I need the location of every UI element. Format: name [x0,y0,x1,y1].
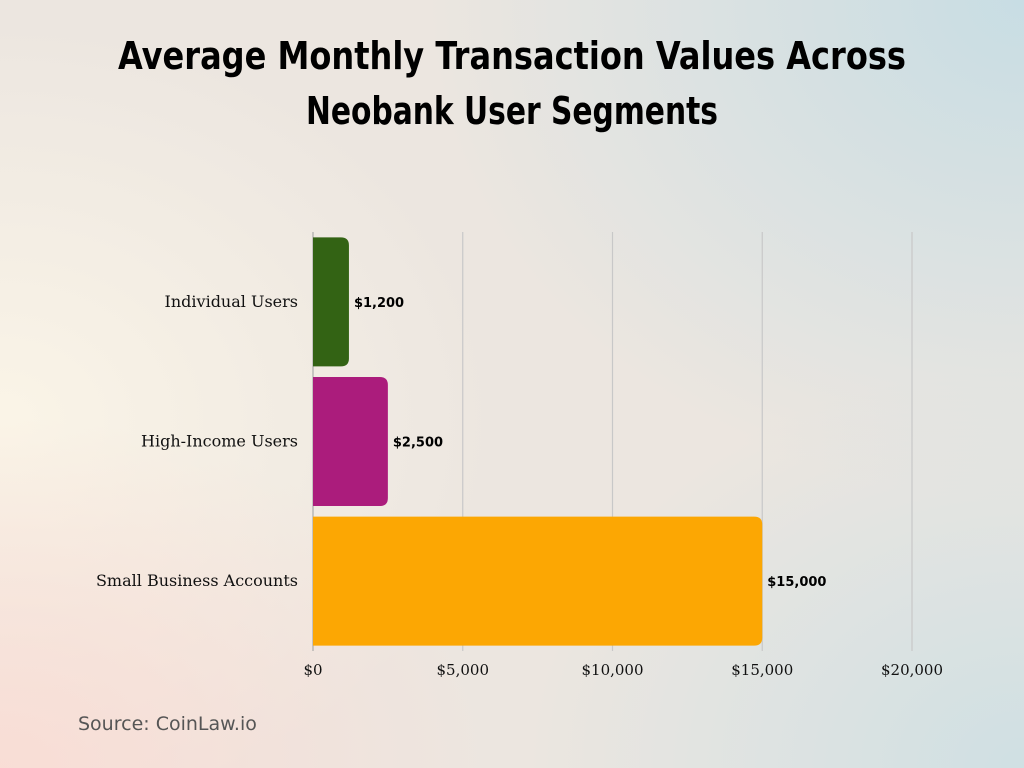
category-label: Individual Users [165,292,298,311]
data-label: $1,200 [354,296,404,311]
data-label: $15,000 [767,575,826,590]
chart-title-line-1: Average Monthly Transaction Values Acros… [118,34,906,78]
x-tick-label: $10,000 [581,661,643,679]
chart-title-line-2: Neobank User Segments [306,89,718,133]
data-label: $2,500 [393,436,443,451]
x-tick-label: $0 [303,661,322,679]
category-label: High-Income Users [141,432,298,451]
bar [313,237,349,367]
bar [313,377,388,506]
x-tick-label: $20,000 [881,661,943,679]
x-tick-label: $5,000 [437,661,490,679]
source-note: Source: CoinLaw.io [78,713,257,735]
x-tick-label: $15,000 [731,661,793,679]
bar [313,516,763,646]
category-label: Small Business Accounts [96,571,298,590]
